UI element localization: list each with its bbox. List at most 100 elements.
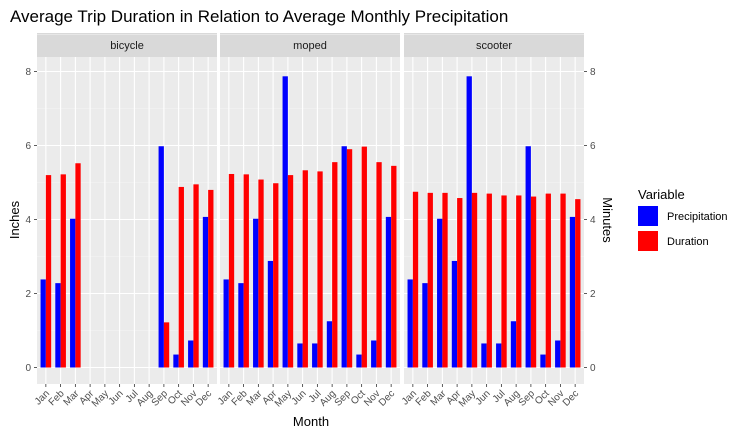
bar-precipitation-feb [55, 283, 61, 368]
y-tick-label: 6 [25, 141, 31, 152]
legend-label-precipitation: Precipitation [667, 211, 728, 223]
legend-key-precipitation [638, 206, 658, 226]
bar-precipitation-aug [510, 321, 517, 368]
bar-duration-apr [457, 198, 463, 368]
bar-precipitation-sep [341, 146, 347, 368]
chart-title: Average Trip Duration in Relation to Ave… [10, 7, 508, 26]
bar-duration-nov [193, 184, 199, 368]
bar-duration-may [471, 192, 478, 368]
panel-background [404, 57, 584, 384]
bar-precipitation-aug [326, 321, 333, 368]
bar-precipitation-oct [540, 354, 546, 368]
bar-precipitation-jul [312, 343, 318, 368]
bar-duration-sep [530, 196, 537, 368]
legend-key-duration [638, 231, 658, 251]
bar-precipitation-mar [253, 218, 259, 368]
bar-precipitation-may [466, 76, 472, 368]
y2-tick-label: 6 [590, 141, 596, 152]
bar-precipitation-apr [451, 260, 458, 368]
bar-duration-oct [545, 193, 551, 368]
right-y-axis: 0 2 4 6 8 [584, 67, 596, 374]
bar-precipitation-feb [238, 283, 244, 368]
bar-duration-sep [163, 322, 170, 368]
bar-precipitation-dec [202, 216, 209, 368]
bar-duration-jul [317, 171, 323, 368]
bar-duration-jun [486, 193, 492, 368]
bar-duration-jan [228, 173, 235, 368]
bar-duration-nov [376, 162, 382, 368]
x-axis-title: Month [293, 414, 329, 429]
x-tick-label: Dec [194, 388, 214, 408]
bar-duration-mar [75, 163, 81, 368]
bar-duration-apr [273, 183, 279, 368]
y2-tick-label: 4 [590, 215, 596, 226]
bar-duration-jan [412, 191, 419, 368]
facet-strip [37, 33, 217, 57]
y-axis-title: Inches [7, 200, 22, 239]
bar-precipitation-jul [496, 343, 502, 368]
bar-duration-jun [302, 170, 308, 368]
bar-precipitation-oct [356, 354, 362, 368]
bar-precipitation-dec [569, 216, 576, 368]
bar-duration-may [287, 175, 294, 368]
y-tick-label: 4 [25, 215, 31, 226]
legend: Variable Precipitation Duration [638, 187, 728, 251]
bar-duration-nov [560, 193, 566, 368]
panel-background [37, 57, 217, 384]
bar-duration-jul [501, 195, 507, 368]
facet-strip-label: moped [293, 40, 327, 52]
bar-duration-feb [427, 192, 433, 368]
bar-precipitation-oct [173, 354, 179, 368]
bar-precipitation-jun [481, 343, 487, 368]
y2-tick-label: 0 [590, 363, 596, 374]
x-tick-label: Dec [561, 388, 581, 408]
facet-strip [220, 33, 400, 57]
bar-duration-oct [361, 146, 367, 368]
bar-duration-dec [575, 199, 581, 368]
y-tick-label: 8 [25, 67, 31, 78]
facet-panel-bicycle: bicycleJanFebMarAprMayJunJulAugSepOctNov… [33, 33, 217, 409]
bar-duration-mar [442, 192, 448, 368]
y2-tick-label: 8 [590, 67, 596, 78]
bar-duration-aug [332, 162, 338, 368]
bar-duration-dec [208, 189, 214, 368]
legend-title: Variable [638, 187, 685, 202]
y-tick-label: 0 [25, 363, 31, 374]
bar-precipitation-dec [385, 216, 392, 368]
bar-precipitation-feb [422, 283, 428, 368]
bar-precipitation-jan [407, 279, 413, 368]
bar-precipitation-nov [371, 340, 377, 368]
bar-precipitation-mar [70, 218, 76, 368]
bar-precipitation-nov [188, 340, 194, 368]
facet-strip [404, 33, 584, 57]
y-tick-label: 2 [25, 289, 31, 300]
bar-duration-sep [346, 149, 353, 368]
x-tick-label: Dec [377, 388, 397, 408]
facet-panel-scooter: scooterJanFebMarAprMayJunJulAugSepOctNov… [400, 33, 584, 409]
bar-duration-feb [60, 174, 66, 368]
panel-background [220, 57, 400, 384]
bar-precipitation-mar [437, 218, 443, 368]
facet-panels: bicycleJanFebMarAprMayJunJulAugSepOctNov… [33, 33, 584, 409]
bar-duration-mar [258, 179, 264, 368]
y2-tick-label: 2 [590, 289, 596, 300]
facet-strip-label: bicycle [110, 40, 144, 52]
bar-duration-dec [391, 165, 397, 368]
bar-precipitation-may [282, 76, 288, 368]
facet-strip-label: scooter [476, 40, 512, 52]
bar-precipitation-sep [525, 146, 531, 368]
bar-duration-aug [516, 195, 522, 368]
left-y-axis: 0 2 4 6 8 [25, 67, 37, 374]
bar-precipitation-jan [223, 279, 229, 368]
facet-panel-moped: mopedJanFebMarAprMayJunJulAugSepOctNovDe… [216, 33, 400, 409]
bar-precipitation-sep [158, 146, 164, 368]
bar-duration-feb [243, 174, 249, 368]
y2-axis-title: Minutes [600, 197, 615, 243]
bar-precipitation-apr [267, 260, 274, 368]
bar-precipitation-jun [297, 343, 303, 368]
bar-precipitation-nov [555, 340, 561, 368]
legend-label-duration: Duration [667, 236, 709, 248]
bar-precipitation-jan [40, 279, 46, 368]
bar-duration-oct [178, 186, 184, 368]
